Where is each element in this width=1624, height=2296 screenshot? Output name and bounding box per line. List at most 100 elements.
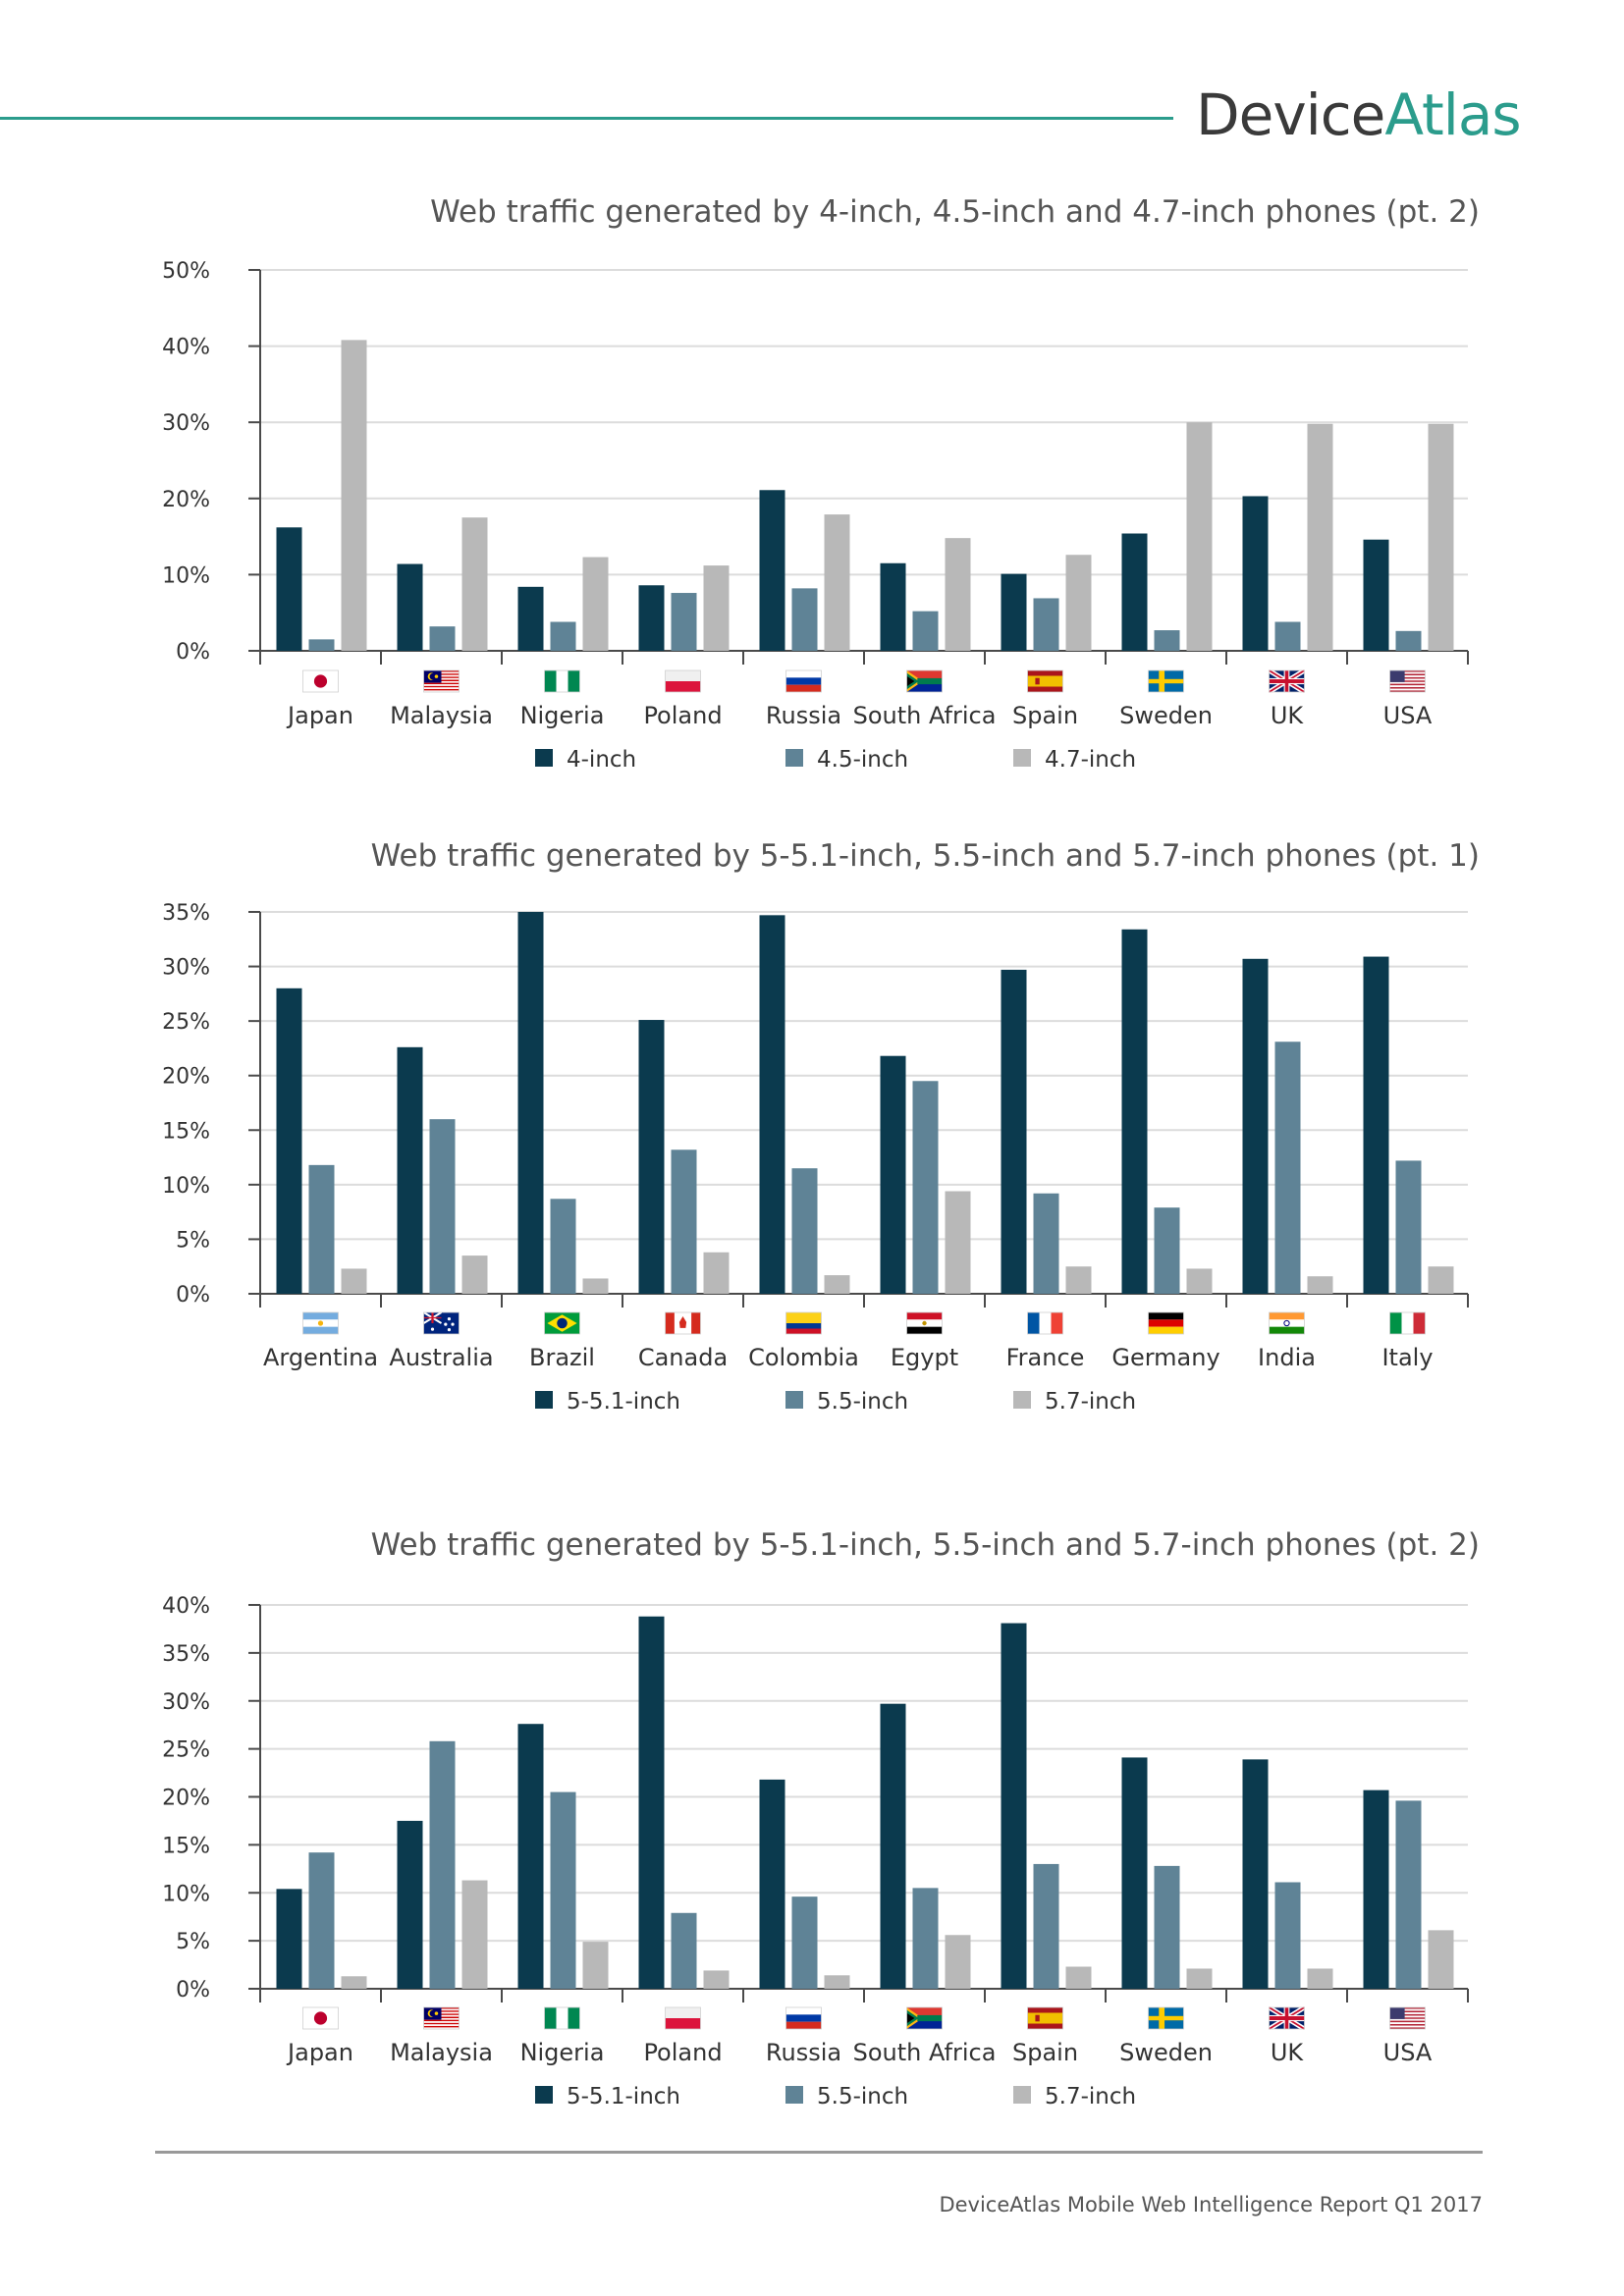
category-label: Malaysia bbox=[390, 702, 493, 729]
legend-label: 5.7-inch bbox=[1045, 1389, 1136, 1415]
bar-4-7-inch-usa bbox=[1428, 423, 1454, 651]
legend-label: 5-5.1-inch bbox=[567, 1389, 680, 1415]
footer-caption: DeviceAtlas Mobile Web Intelligence Repo… bbox=[939, 2193, 1483, 2216]
bar-5-7-inch-argentina bbox=[341, 1268, 367, 1294]
bar-5-5-1-inch-canada bbox=[638, 1020, 665, 1294]
bar-5-7-inch-egypt bbox=[945, 1191, 971, 1294]
flag-icon-germany bbox=[1148, 1311, 1184, 1335]
bar-5-5-inch-poland bbox=[671, 1912, 697, 1989]
bar-5-5-inch-germany bbox=[1154, 1207, 1180, 1294]
category-label: Russia bbox=[766, 2039, 841, 2066]
bar-5-5-inch-uk bbox=[1274, 1882, 1301, 1989]
category-label: Italy bbox=[1381, 1344, 1433, 1371]
bar-4-7-inch-south-africa bbox=[945, 538, 971, 651]
footer-rule bbox=[155, 2151, 1483, 2154]
bar-5-5-1-inch-germany bbox=[1121, 929, 1148, 1294]
bar-5-7-inch-poland bbox=[703, 1970, 730, 1989]
bar-5-5-inch-malaysia bbox=[429, 1740, 456, 1989]
legend-swatch bbox=[785, 1391, 803, 1409]
bar-4-inch-malaysia bbox=[397, 563, 423, 651]
flag-icon-italy bbox=[1389, 1311, 1426, 1335]
category-label: Sweden bbox=[1119, 702, 1213, 729]
bar-5-5-1-inch-russia bbox=[759, 1779, 785, 1989]
y-tick-label: 20% bbox=[162, 488, 210, 512]
bar-4-inch-russia bbox=[759, 490, 785, 651]
flag-icon-japan bbox=[302, 669, 339, 693]
bar-5-5-1-inch-france bbox=[1001, 969, 1027, 1294]
bar-5-5-1-inch-india bbox=[1242, 958, 1269, 1294]
bar-5-5-1-inch-sweden bbox=[1121, 1757, 1148, 1989]
bar-4-inch-poland bbox=[638, 585, 665, 651]
bar-4-7-inch-uk bbox=[1307, 423, 1333, 651]
flag-icon-australia bbox=[422, 1311, 460, 1335]
bar-4-5-inch-malaysia bbox=[429, 626, 456, 651]
flag-icon-south-africa bbox=[906, 669, 943, 693]
bar-4-5-inch-japan bbox=[308, 639, 335, 651]
category-label: Sweden bbox=[1119, 2039, 1213, 2066]
bar-4-5-inch-uk bbox=[1274, 621, 1301, 651]
bar-5-7-inch-russia bbox=[824, 1975, 850, 1989]
bar-4-inch-sweden bbox=[1121, 533, 1148, 651]
flag-icon-poland bbox=[665, 669, 701, 693]
legend-swatch bbox=[535, 2086, 553, 2104]
flag-icon-egypt bbox=[906, 1311, 943, 1335]
category-label: Poland bbox=[643, 2039, 722, 2066]
bar-4-inch-uk bbox=[1242, 496, 1269, 651]
flag-icon-malaysia bbox=[423, 2006, 460, 2030]
bar-5-5-inch-colombia bbox=[791, 1168, 818, 1294]
bar-4-7-inch-japan bbox=[341, 340, 367, 651]
legend-swatch bbox=[535, 749, 553, 767]
category-label: Japan bbox=[286, 702, 353, 729]
flag-icon-south-africa bbox=[906, 2006, 943, 2030]
bar-5-7-inch-france bbox=[1065, 1266, 1092, 1294]
y-tick-label: 10% bbox=[162, 1174, 210, 1199]
flag-icon-uk bbox=[1268, 2004, 1306, 2032]
bar-5-5-1-inch-italy bbox=[1363, 956, 1389, 1294]
y-tick-label: 5% bbox=[176, 1228, 210, 1253]
flag-icon-usa bbox=[1389, 2006, 1426, 2030]
category-label: Poland bbox=[643, 702, 722, 729]
flag-icon-colombia bbox=[785, 1311, 822, 1335]
category-label: Egypt bbox=[891, 1344, 958, 1371]
bar-5-5-1-inch-poland bbox=[638, 1616, 665, 1989]
bar-5-5-1-inch-spain bbox=[1001, 1623, 1027, 1989]
bar-5-7-inch-colombia bbox=[824, 1275, 850, 1294]
flag-icon-spain bbox=[1027, 669, 1063, 693]
y-tick-label: 10% bbox=[162, 1882, 210, 1906]
legend-label: 4-inch bbox=[567, 747, 636, 773]
bar-5-5-1-inch-uk bbox=[1242, 1759, 1269, 1989]
bar-5-5-inch-egypt bbox=[912, 1081, 939, 1294]
device-atlas-logo: DeviceAtlas bbox=[1196, 81, 1522, 148]
category-label: USA bbox=[1383, 2039, 1433, 2066]
bar-5-5-1-inch-usa bbox=[1363, 1789, 1389, 1989]
bar-5-7-inch-india bbox=[1307, 1276, 1333, 1294]
chart-title: Web traffic generated by 5-5.1-inch, 5.5… bbox=[371, 838, 1480, 874]
flag-icon-spain bbox=[1027, 2006, 1063, 2030]
flag-icon-brazil bbox=[544, 1311, 580, 1335]
flag-icon-nigeria bbox=[544, 2006, 580, 2030]
category-label: South Africa bbox=[853, 2039, 997, 2066]
bar-5-7-inch-uk bbox=[1307, 1968, 1333, 1989]
legend-swatch bbox=[1013, 1391, 1031, 1409]
bar-5-7-inch-sweden bbox=[1186, 1968, 1213, 1989]
flag-icon-sweden bbox=[1148, 669, 1184, 693]
y-tick-label: 30% bbox=[162, 411, 210, 436]
bar-5-5-1-inch-egypt bbox=[880, 1055, 906, 1294]
bar-4-5-inch-spain bbox=[1033, 598, 1059, 651]
bar-5-5-1-inch-colombia bbox=[759, 915, 785, 1294]
y-tick-label: 50% bbox=[162, 259, 210, 284]
y-tick-label: 30% bbox=[162, 956, 210, 981]
legend-label: 4.5-inch bbox=[817, 747, 908, 773]
legend-swatch bbox=[785, 749, 803, 767]
bar-5-7-inch-japan bbox=[341, 1976, 367, 1989]
y-tick-label: 30% bbox=[162, 1690, 210, 1715]
bar-5-5-inch-brazil bbox=[550, 1199, 576, 1294]
bar-4-inch-spain bbox=[1001, 573, 1027, 651]
category-label: Spain bbox=[1012, 702, 1078, 729]
category-label: South Africa bbox=[853, 702, 997, 729]
bar-5-7-inch-usa bbox=[1428, 1930, 1454, 1989]
bar-5-7-inch-brazil bbox=[582, 1278, 609, 1294]
bar-4-7-inch-russia bbox=[824, 514, 850, 651]
legend-label: 5.5-inch bbox=[817, 1389, 908, 1415]
bar-5-5-1-inch-brazil bbox=[517, 912, 544, 1294]
